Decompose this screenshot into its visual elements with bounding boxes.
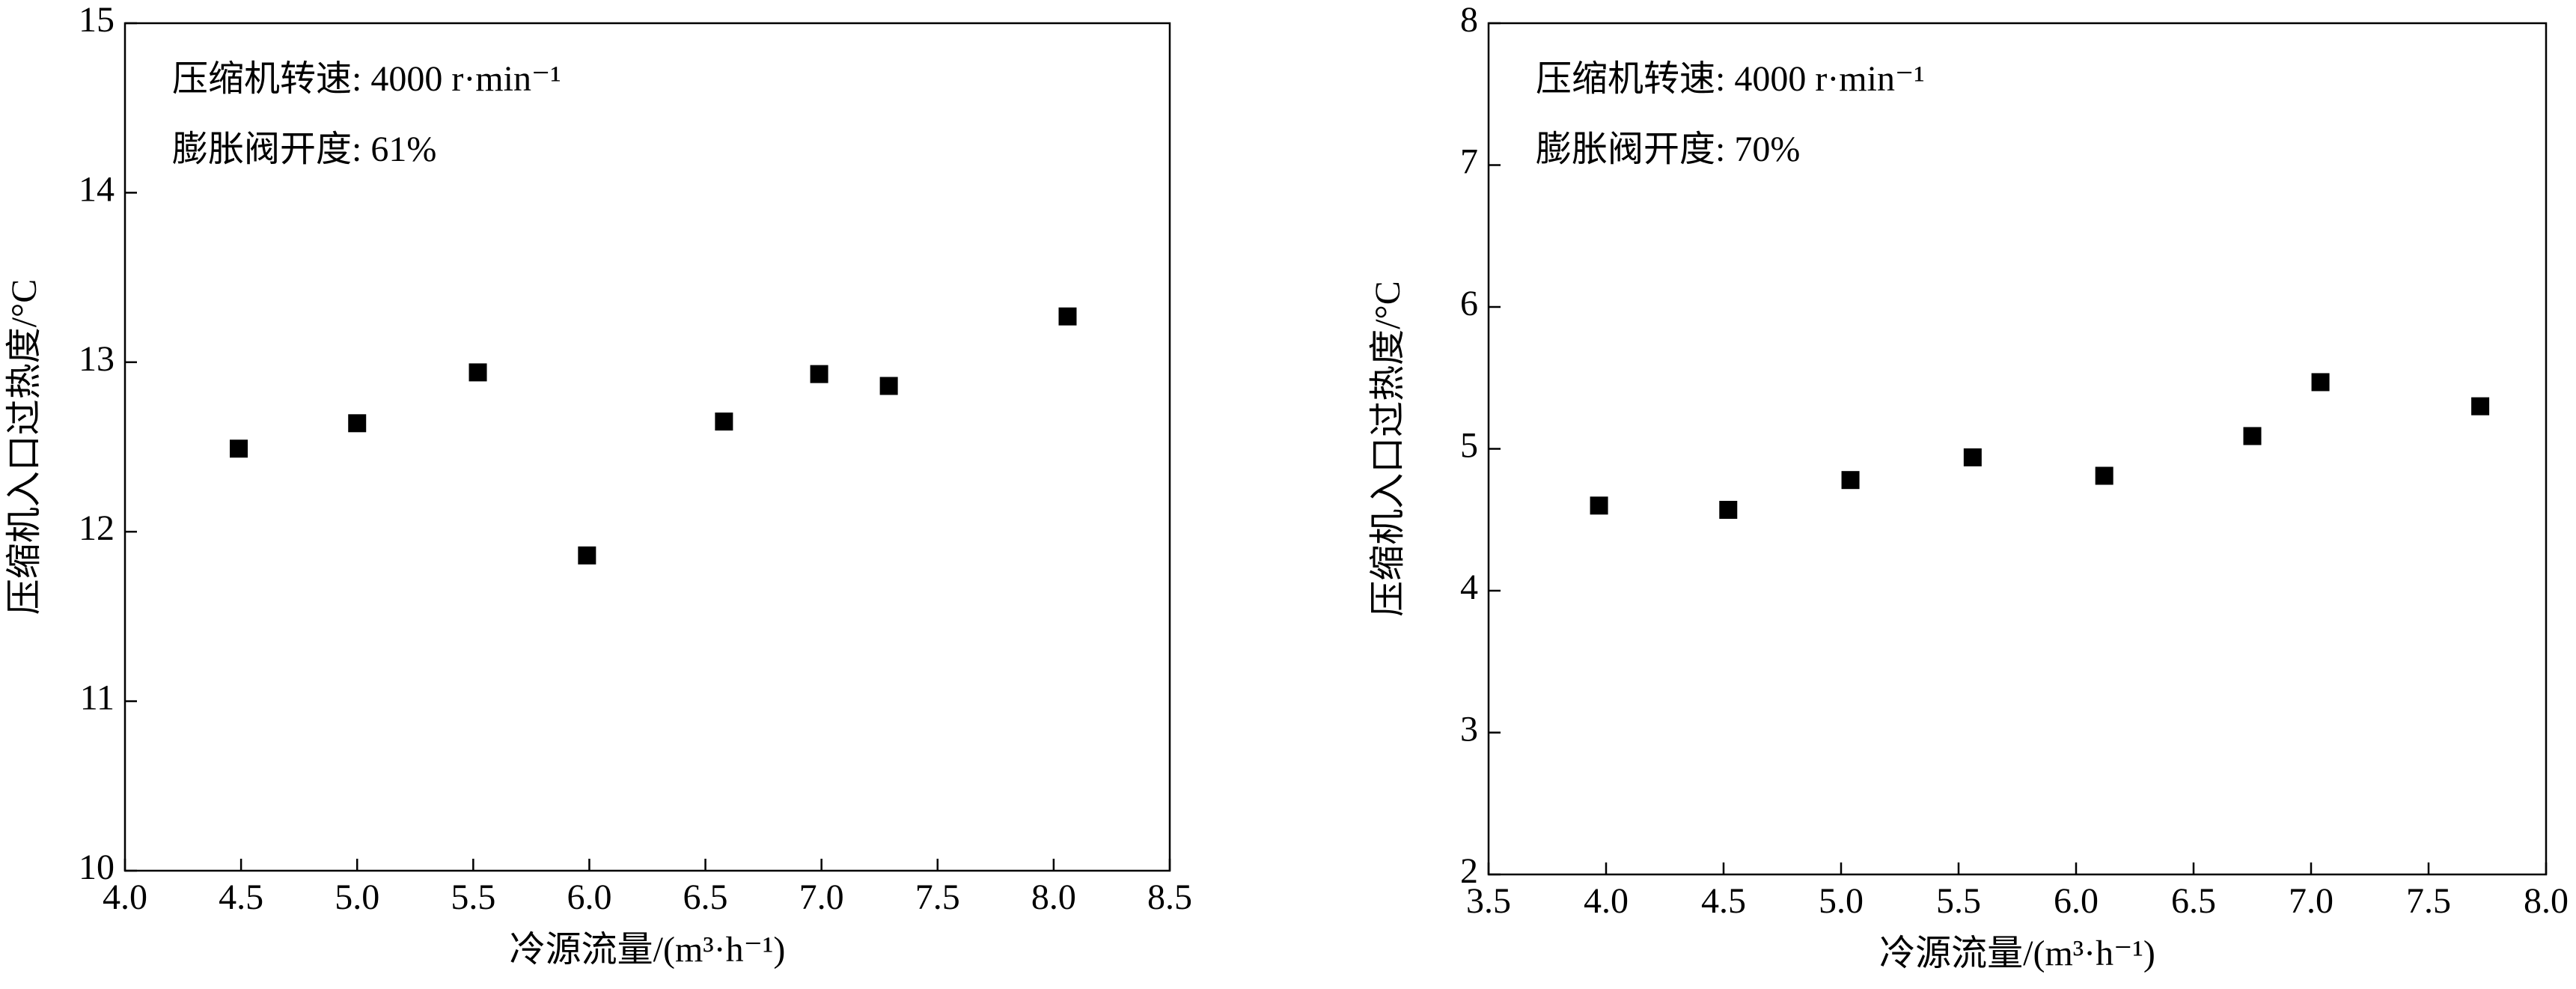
y-tick-label: 8 bbox=[1460, 0, 1478, 40]
marker bbox=[2471, 397, 2490, 416]
y-tick-label: 14 bbox=[79, 169, 115, 209]
y-tick-label: 7 bbox=[1460, 142, 1478, 182]
x-tick-label: 5.0 bbox=[335, 877, 379, 917]
x-tick-label: 5.5 bbox=[1936, 881, 1981, 921]
x-tick-label: 7.0 bbox=[2289, 881, 2334, 921]
marker bbox=[348, 414, 367, 433]
y-tick-label: 6 bbox=[1460, 284, 1478, 323]
marker bbox=[468, 363, 487, 382]
y-tick-label: 10 bbox=[79, 848, 115, 887]
x-axis-title: 冷源流量/(m³·h⁻¹) bbox=[1879, 934, 2155, 973]
marker bbox=[810, 365, 828, 383]
x-tick-label: 4.5 bbox=[1701, 881, 1746, 921]
y-tick-label: 4 bbox=[1460, 567, 1478, 607]
y-axis-title: 压缩机入口过热度/°C bbox=[4, 279, 44, 615]
y-tick-label: 13 bbox=[79, 339, 115, 379]
x-tick-label: 6.0 bbox=[2054, 881, 2099, 921]
y-axis-title: 压缩机入口过热度/°C bbox=[1368, 281, 1408, 617]
x-axis-title: 冷源流量/(m³·h⁻¹) bbox=[510, 930, 786, 970]
marker bbox=[1963, 448, 1982, 466]
x-tick-label: 7.0 bbox=[799, 877, 844, 917]
annotation: 膨胀阀开度: 61% bbox=[172, 130, 436, 169]
x-tick-label: 5.0 bbox=[1819, 881, 1864, 921]
marker bbox=[2095, 466, 2113, 485]
y-tick-label: 3 bbox=[1460, 710, 1478, 749]
marker bbox=[1058, 307, 1077, 326]
x-tick-label: 8.5 bbox=[1147, 877, 1192, 917]
x-tick-label: 4.0 bbox=[1584, 881, 1629, 921]
marker bbox=[1719, 500, 1738, 519]
annotation: 压缩机转速: 4000 r·min⁻¹ bbox=[1536, 59, 1925, 99]
annotation: 压缩机转速: 4000 r·min⁻¹ bbox=[172, 59, 561, 99]
y-tick-label: 12 bbox=[79, 508, 115, 548]
x-tick-label: 4.5 bbox=[219, 877, 263, 917]
plot-frame bbox=[123, 22, 1171, 872]
y-tick-label: 5 bbox=[1460, 426, 1478, 466]
marker bbox=[578, 546, 596, 565]
x-tick-label: 7.5 bbox=[2406, 881, 2451, 921]
x-tick-label: 3.5 bbox=[1466, 881, 1511, 921]
x-tick-label: 6.5 bbox=[2171, 881, 2216, 921]
y-tick-label: 15 bbox=[79, 0, 115, 40]
y-tick-label: 11 bbox=[80, 678, 115, 718]
marker bbox=[230, 439, 248, 458]
marker bbox=[2243, 427, 2262, 445]
x-tick-label: 6.0 bbox=[567, 877, 611, 917]
marker bbox=[879, 377, 898, 395]
marker bbox=[1841, 471, 1860, 490]
marker bbox=[715, 413, 733, 431]
annotation: 膨胀阀开度: 70% bbox=[1536, 130, 1800, 169]
x-tick-label: 8.0 bbox=[1031, 877, 1076, 917]
marker bbox=[1590, 496, 1608, 515]
x-tick-label: 8.0 bbox=[2524, 881, 2569, 921]
x-tick-label: 4.0 bbox=[103, 877, 147, 917]
x-tick-label: 6.5 bbox=[683, 877, 728, 917]
y-tick-label: 2 bbox=[1460, 851, 1478, 891]
x-tick-label: 5.5 bbox=[451, 877, 495, 917]
marker bbox=[2311, 373, 2330, 392]
x-tick-label: 7.5 bbox=[915, 877, 960, 917]
